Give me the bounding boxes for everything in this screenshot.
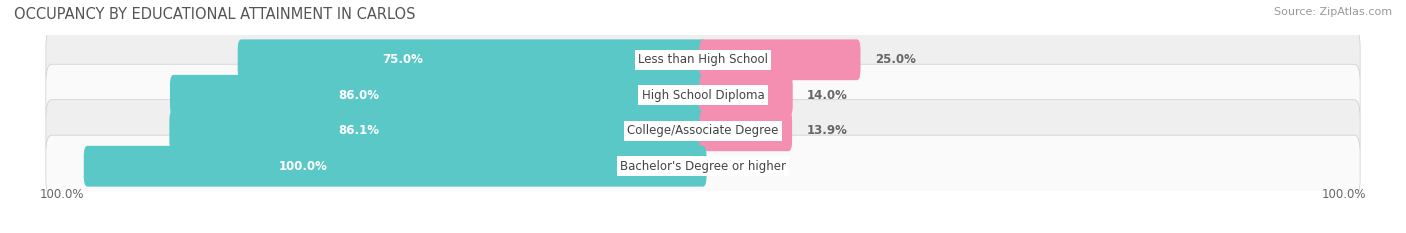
FancyBboxPatch shape	[46, 29, 1360, 91]
FancyBboxPatch shape	[238, 39, 707, 80]
FancyBboxPatch shape	[699, 110, 792, 151]
FancyBboxPatch shape	[699, 75, 793, 116]
Text: Bachelor's Degree or higher: Bachelor's Degree or higher	[620, 160, 786, 173]
Text: 25.0%: 25.0%	[875, 53, 915, 66]
Text: Source: ZipAtlas.com: Source: ZipAtlas.com	[1274, 7, 1392, 17]
Text: High School Diploma: High School Diploma	[641, 89, 765, 102]
Text: 75.0%: 75.0%	[382, 53, 423, 66]
FancyBboxPatch shape	[170, 75, 707, 116]
Text: 14.0%: 14.0%	[807, 89, 848, 102]
FancyBboxPatch shape	[46, 135, 1360, 197]
Text: 100.0%: 100.0%	[1322, 188, 1367, 201]
FancyBboxPatch shape	[46, 100, 1360, 162]
Text: College/Associate Degree: College/Associate Degree	[627, 124, 779, 137]
FancyBboxPatch shape	[169, 110, 707, 151]
Text: 100.0%: 100.0%	[39, 188, 84, 201]
Text: 0.0%: 0.0%	[721, 160, 754, 173]
FancyBboxPatch shape	[46, 64, 1360, 126]
Text: 100.0%: 100.0%	[278, 160, 328, 173]
FancyBboxPatch shape	[699, 39, 860, 80]
Text: 86.1%: 86.1%	[337, 124, 380, 137]
Text: OCCUPANCY BY EDUCATIONAL ATTAINMENT IN CARLOS: OCCUPANCY BY EDUCATIONAL ATTAINMENT IN C…	[14, 7, 416, 22]
FancyBboxPatch shape	[84, 146, 707, 187]
Text: Less than High School: Less than High School	[638, 53, 768, 66]
Text: 13.9%: 13.9%	[806, 124, 848, 137]
Text: 86.0%: 86.0%	[339, 89, 380, 102]
